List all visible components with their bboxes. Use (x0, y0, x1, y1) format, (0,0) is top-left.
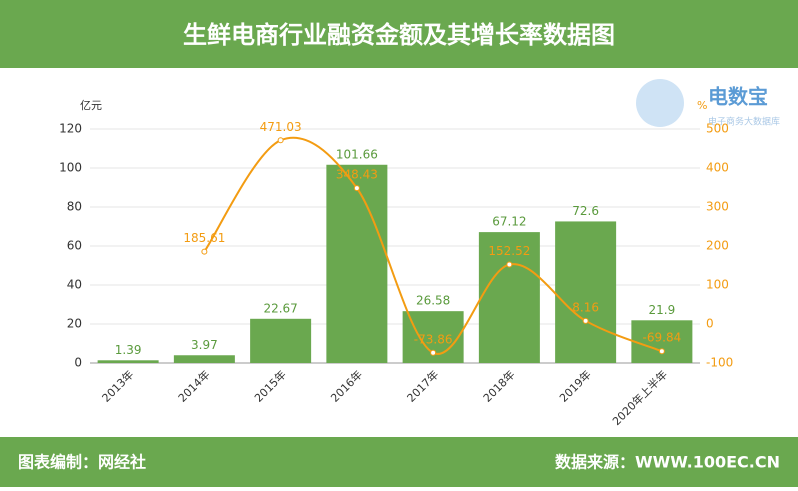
chart-title: 生鲜电商行业融资金额及其增长率数据图 (183, 21, 615, 49)
bar (97, 360, 159, 363)
y-tick-label: 100 (59, 161, 82, 175)
x-tick-label: 2014年 (175, 367, 212, 404)
x-tick-label: 2020年上半年 (609, 367, 670, 428)
y2-tick-label: -100 (706, 356, 733, 370)
line-label: 185.61 (183, 231, 225, 245)
line-label: -69.84 (643, 331, 682, 345)
line-point (582, 317, 589, 324)
bar (326, 164, 388, 363)
line-point (658, 348, 665, 355)
bar-label: 3.97 (191, 338, 218, 352)
y-tick-label: 120 (59, 122, 82, 136)
bar-label: 1.39 (115, 343, 142, 357)
line-point (277, 137, 284, 144)
x-tick-label: 2015年 (251, 367, 288, 404)
header-band (0, 0, 798, 68)
y2-tick-label: 400 (706, 161, 729, 175)
y2-axis-label: % (697, 99, 707, 112)
x-tick-label: 2018年 (480, 367, 517, 404)
line-label: -73.86 (414, 332, 453, 346)
line-point (506, 261, 513, 268)
line-label: 471.03 (260, 120, 302, 134)
x-tick-label: 2019年 (556, 367, 593, 404)
bar (555, 221, 617, 363)
line-label: 8.16 (572, 300, 599, 314)
bar-label: 21.9 (649, 303, 676, 317)
y-tick-label: 60 (67, 239, 82, 253)
bar (250, 318, 312, 363)
y2-tick-label: 500 (706, 122, 729, 136)
line-point (201, 248, 208, 255)
footer-right: 数据来源：WWW.100EC.CN (555, 453, 780, 472)
y2-tick-label: 300 (706, 200, 729, 214)
logo-sub: 电子商务大数据库 (708, 116, 780, 128)
y2-tick-label: 200 (706, 239, 729, 253)
logo-name: 电数宝 (708, 85, 768, 109)
y2-tick-label: 100 (706, 278, 729, 292)
bar-label: 101.66 (336, 147, 378, 161)
y-tick-label: 40 (67, 278, 82, 292)
y-tick-label: 0 (74, 356, 82, 370)
x-tick-label: 2017年 (404, 367, 441, 404)
footer-left: 图表编制：网经社 (18, 453, 146, 472)
line-label: 348.43 (336, 168, 378, 182)
bar-label: 72.6 (572, 204, 599, 218)
bar (173, 355, 235, 363)
bar (478, 232, 540, 363)
logo-icon (636, 79, 684, 127)
y-tick-label: 20 (67, 317, 82, 331)
line-point (430, 349, 437, 356)
bar-label: 26.58 (416, 294, 450, 308)
line-point (353, 185, 360, 192)
x-tick-label: 2013年 (99, 367, 136, 404)
y2-tick-label: 0 (706, 317, 714, 331)
y-tick-label: 80 (67, 200, 82, 214)
footer-band (0, 437, 798, 487)
bar-label: 22.67 (263, 301, 297, 315)
y-axis-label: 亿元 (80, 99, 102, 112)
bar (631, 320, 693, 363)
line-label: 152.52 (488, 244, 530, 258)
x-tick-label: 2016年 (328, 367, 365, 404)
bar-label: 67.12 (492, 215, 526, 229)
